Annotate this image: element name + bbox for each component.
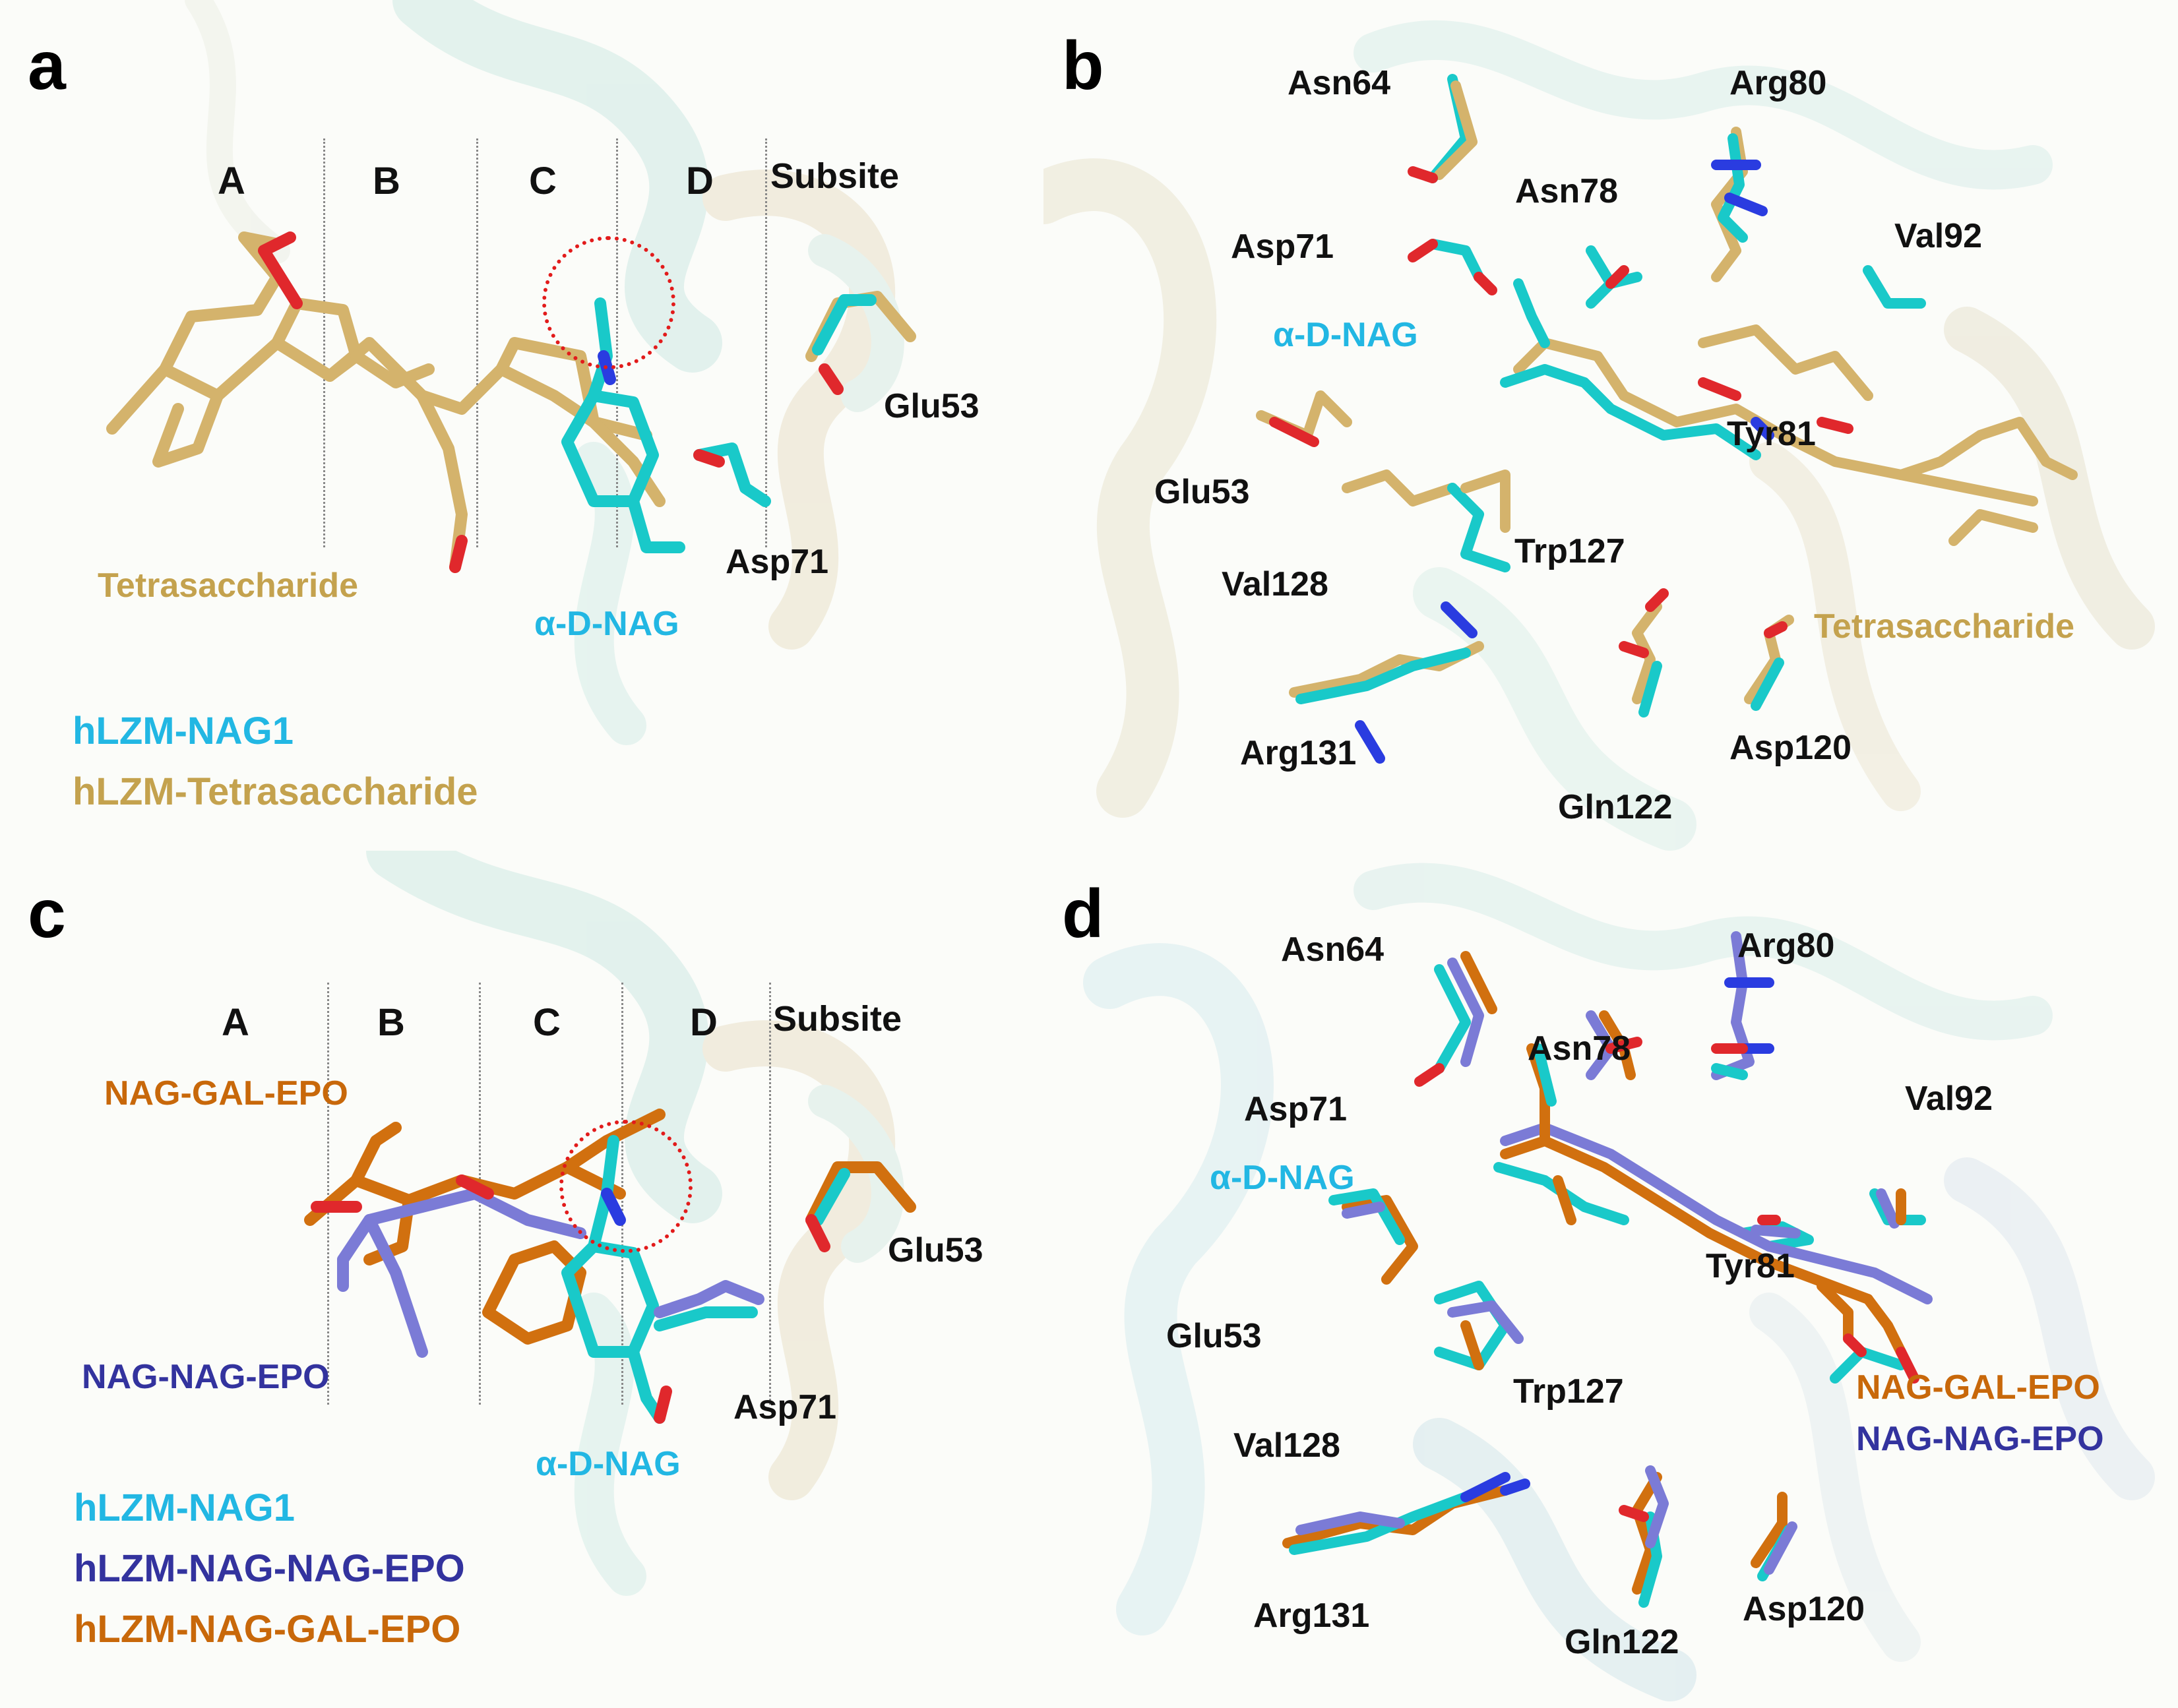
- legend-item-tetrasaccharide: hLZM-Tetrasaccharide: [73, 770, 478, 813]
- residue-label-asn78: Asn78: [1528, 1029, 1631, 1068]
- residue-label-asn78: Asn78: [1515, 172, 1619, 210]
- ligand-label-nag: α-D-NAG: [1210, 1159, 1355, 1197]
- subsite-word: Subsite: [770, 156, 900, 196]
- residue-label-val128: Val128: [1222, 565, 1328, 603]
- residue-label-trp127: Trp127: [1513, 1372, 1624, 1411]
- residue-label-arg80: Arg80: [1729, 64, 1827, 102]
- binding-site-stick-model: [1282, 931, 1933, 1608]
- legend-item-nag1: hLZM-NAG1: [73, 710, 294, 752]
- subsite-label-d: D: [686, 160, 714, 202]
- ligand-label-tetrasaccharide: Tetrasaccharide: [1814, 607, 2075, 646]
- subsite-divider: [769, 983, 771, 1405]
- protein-cartoon-background: [1083, 863, 2155, 1701]
- residue-label-asp120: Asp120: [1743, 1590, 1865, 1628]
- residue-label-asp120: Asp120: [1729, 729, 1851, 767]
- panel-label: b: [1062, 28, 1104, 104]
- highlight-circle: [559, 1120, 693, 1253]
- subsite-word: Subsite: [773, 999, 902, 1039]
- ligand-label-nag-gal-epo: NAG-GAL-EPO: [104, 1074, 348, 1113]
- ligand-label-nag-gal-epo: NAG-GAL-EPO: [1856, 1368, 2100, 1407]
- subsite-label-d: D: [690, 1001, 718, 1044]
- legend-item-nag-nag-epo: hLZM-NAG-NAG-EPO: [74, 1547, 465, 1590]
- ligand-label-nag: α-D-NAG: [536, 1445, 681, 1483]
- residue-label-gln122: Gln122: [1558, 788, 1673, 826]
- residue-label-arg131: Arg131: [1240, 734, 1357, 772]
- ligand-label-nag-nag-epo: NAG-NAG-EPO: [82, 1358, 330, 1396]
- residue-label-asn64: Asn64: [1281, 930, 1385, 969]
- subsite-divider: [327, 983, 329, 1405]
- residue-label-arg131: Arg131: [1253, 1597, 1370, 1635]
- panel-label: d: [1062, 876, 1104, 952]
- subsite-divider: [476, 138, 478, 547]
- residue-label-val92: Val92: [1905, 1080, 1993, 1118]
- residue-label-trp127: Trp127: [1514, 532, 1625, 570]
- residue-label-asn64: Asn64: [1288, 64, 1391, 102]
- subsite-label-c: C: [533, 1001, 561, 1044]
- subsite-divider: [765, 138, 767, 547]
- subsite-divider: [323, 138, 325, 547]
- residue-label-glu53: Glu53: [1154, 473, 1250, 511]
- subsite-label-b: B: [377, 1001, 405, 1044]
- ligand-label-tetrasaccharide: Tetrasaccharide: [98, 566, 359, 605]
- residue-label-asp71: Asp71: [1231, 228, 1334, 266]
- subsite-label-a: A: [222, 1001, 249, 1044]
- residue-label-asp71: Asp71: [726, 543, 829, 581]
- residue-label-tyr81: Tyr81: [1727, 415, 1816, 453]
- ligand-stick-model: [304, 1109, 916, 1424]
- legend-item-nag1: hLZM-NAG1: [74, 1486, 296, 1529]
- subsite-label-b: B: [373, 160, 400, 202]
- residue-label-asp71: Asp71: [733, 1388, 837, 1426]
- residue-label-val128: Val128: [1233, 1426, 1340, 1465]
- residue-label-val92: Val92: [1894, 217, 1983, 255]
- panel-a: a A B C D Subsite: [0, 0, 1043, 851]
- residue-label-glu53: Glu53: [1166, 1317, 1262, 1355]
- highlight-circle: [542, 236, 675, 369]
- residue-label-arg80: Arg80: [1737, 927, 1835, 965]
- panel-label: c: [28, 876, 66, 952]
- ligand-label-nag: α-D-NAG: [1273, 316, 1418, 354]
- panel-d: d: [1043, 851, 2178, 1708]
- ligand-stick-model: [106, 231, 916, 573]
- ligand-label-nag-nag-epo: NAG-NAG-EPO: [1856, 1420, 2104, 1458]
- residue-label-asp71: Asp71: [1244, 1090, 1348, 1128]
- panel-b: b: [1043, 0, 2178, 851]
- panel-label: a: [28, 28, 66, 104]
- subsite-label-c: C: [529, 160, 557, 202]
- residue-label-glu53: Glu53: [888, 1231, 983, 1269]
- ligand-label-nag: α-D-NAG: [534, 605, 679, 643]
- legend-item-nag-gal-epo: hLZM-NAG-GAL-EPO: [74, 1608, 461, 1651]
- residue-label-glu53: Glu53: [884, 387, 980, 425]
- panel-c: c A B C D Subsite NAG-GAL-EPO NAG-NAG-EP…: [0, 851, 1043, 1708]
- residue-label-tyr81: Tyr81: [1706, 1247, 1795, 1285]
- binding-site-stick-model: [1256, 74, 2078, 764]
- residue-label-gln122: Gln122: [1565, 1623, 1679, 1661]
- subsite-label-a: A: [218, 160, 245, 202]
